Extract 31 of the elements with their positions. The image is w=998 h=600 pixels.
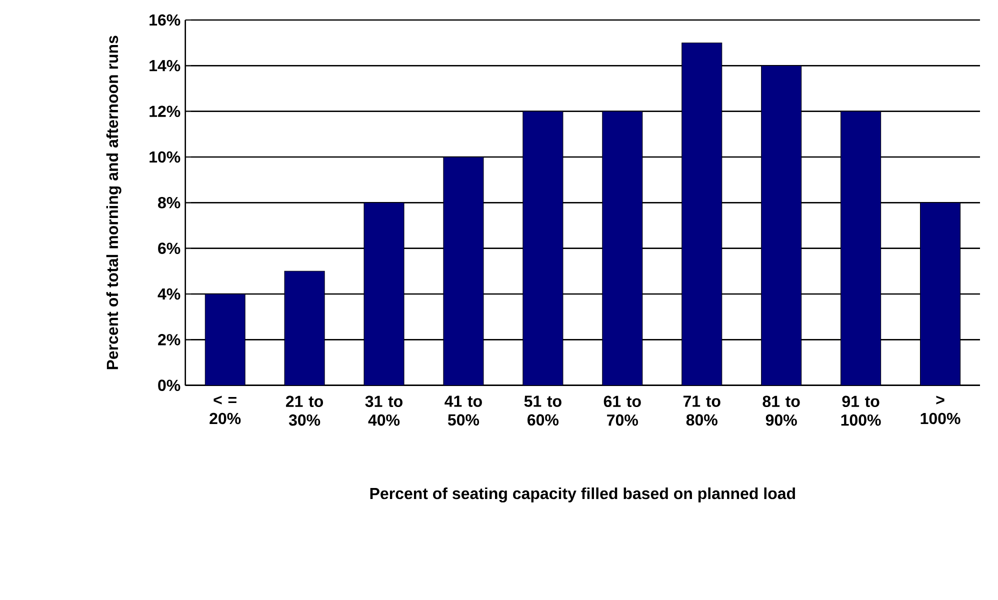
y-tick-label: 4% [158,288,180,300]
y-tick-label: 14% [150,60,180,72]
x-tick-label: 21 to 30% [286,396,324,426]
bar [364,202,404,386]
bar [204,294,246,386]
y-tick-label: 2% [158,334,180,346]
bar [761,65,802,386]
y-tick-label: 8% [158,197,180,208]
x-tick-label: 41 to 50% [444,396,482,426]
x-tick-label: 61 to 70% [604,396,641,426]
x-tick-label: 91 to 100% [841,396,881,426]
bar [443,156,484,386]
x-tick-label: 81 to 90% [762,396,800,426]
x-tick-label: 51 to 60% [524,396,562,426]
bar [522,111,564,386]
bar [284,270,325,386]
x-tick-label: < = 20% [210,396,241,424]
y-tick-label: 16% [150,14,180,26]
x-tick-label: 31 to 40% [365,396,402,426]
bar [840,111,882,386]
y-tick-label: 6% [158,242,180,254]
y-tick-label: 12% [150,106,180,117]
x-tick-label: 71 to 80% [683,396,720,426]
x-tick-label: > 100% [920,396,960,424]
x-axis-title: Percent of seating capacity filled based on planned load [370,487,795,502]
y-tick-label: 10% [150,151,180,163]
bar [602,111,643,386]
bar [920,202,961,386]
y-tick-label: 0% [158,380,180,391]
bar [682,42,722,386]
y-axis-title: Percent of total morning and afternoon runs [106,36,122,370]
